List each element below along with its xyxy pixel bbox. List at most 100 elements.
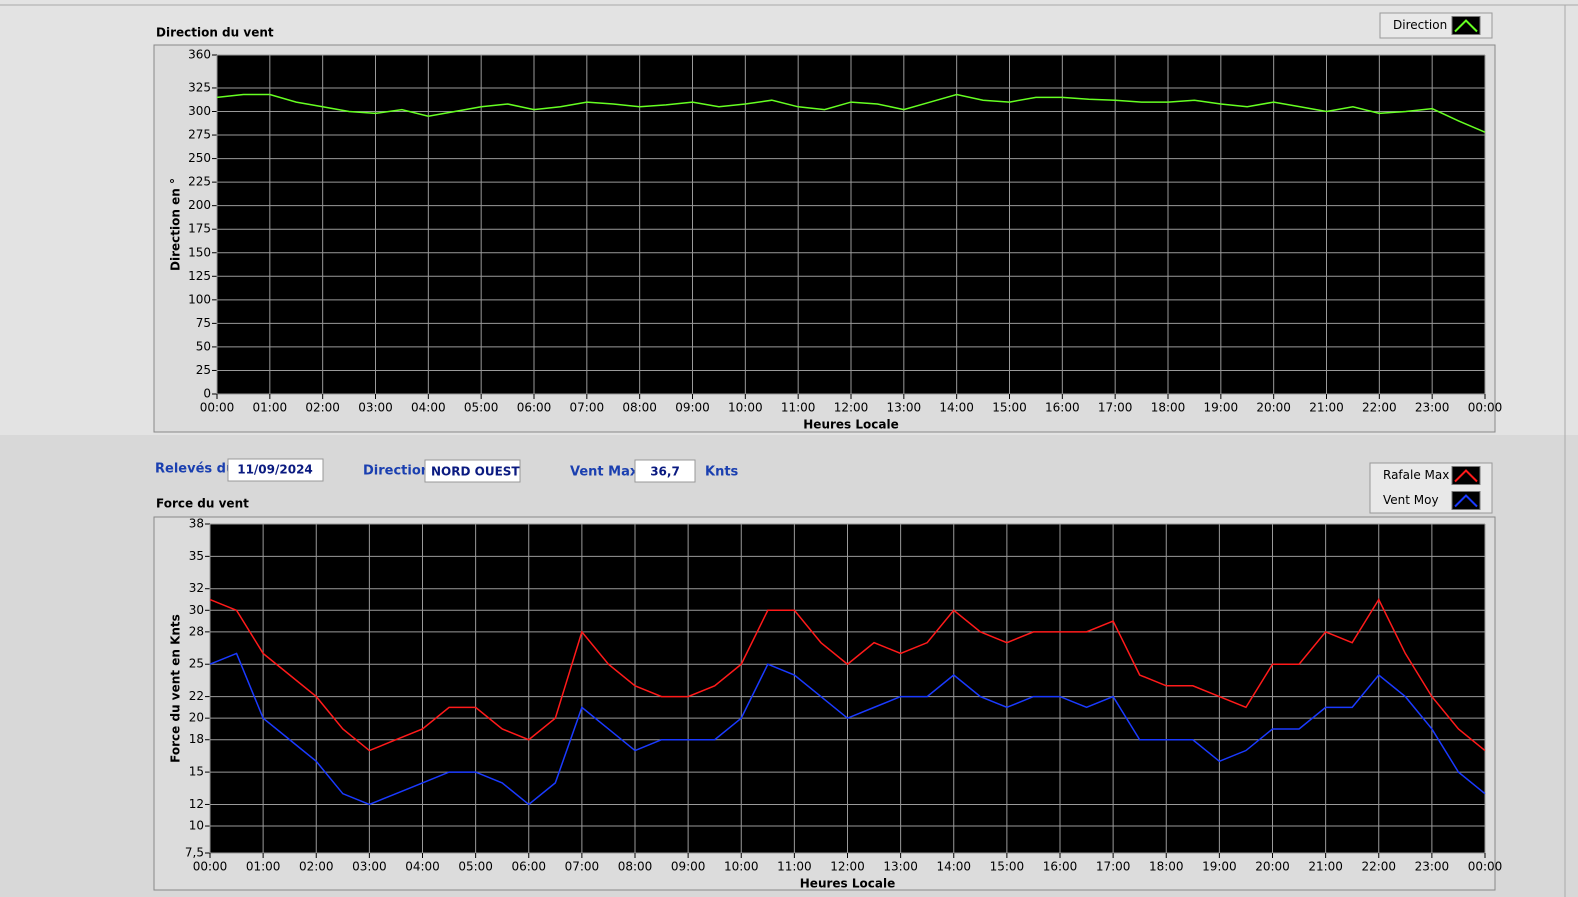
x-tick-label: 00:00	[193, 860, 228, 874]
x-tick-label: 10:00	[724, 860, 759, 874]
x-tick-label: 20:00	[1255, 860, 1290, 874]
x-tick-label: 21:00	[1308, 860, 1343, 874]
chart-title: Direction du vent	[156, 26, 274, 40]
y-tick-label: 100	[188, 292, 211, 306]
x-tick-label: 07:00	[565, 860, 600, 874]
x-tick-label: 01:00	[246, 860, 281, 874]
y-axis-label: Direction en °	[169, 178, 183, 271]
x-tick-label: 08:00	[618, 860, 653, 874]
x-tick-label: 04:00	[411, 401, 446, 415]
x-tick-label: 12:00	[834, 401, 869, 415]
x-tick-label: 06:00	[511, 860, 546, 874]
x-tick-label: 02:00	[299, 860, 334, 874]
x-tick-label: 14:00	[939, 401, 974, 415]
legend-line	[1454, 494, 1478, 508]
series-line	[209, 652, 1486, 806]
y-tick-label: 75	[196, 316, 211, 330]
x-tick-label: 17:00	[1098, 401, 1133, 415]
x-tick-label: 08:00	[622, 401, 657, 415]
x-tick-label: 03:00	[358, 401, 393, 415]
y-tick-label: 225	[188, 175, 211, 189]
field-value: 11/09/2024	[237, 463, 313, 477]
label: Knts	[705, 465, 739, 480]
x-tick-label: 15:00	[990, 860, 1025, 874]
y-tick-label: 38	[189, 517, 204, 531]
x-tick-label: 09:00	[675, 401, 710, 415]
x-tick-label: 01:00	[253, 401, 288, 415]
x-tick-label: 16:00	[1043, 860, 1078, 874]
x-tick-label: 09:00	[671, 860, 706, 874]
label: Direction	[363, 464, 430, 479]
x-tick-label: 18:00	[1151, 401, 1186, 415]
x-tick-label: 10:00	[728, 401, 763, 415]
y-tick-label: 30	[189, 603, 204, 617]
x-tick-label: 06:00	[517, 401, 552, 415]
x-tick-label: 02:00	[305, 401, 340, 415]
y-tick-label: 10	[189, 819, 204, 833]
x-tick-label: 07:00	[570, 401, 605, 415]
y-tick-label: 175	[188, 222, 211, 236]
x-tick-label: 20:00	[1256, 401, 1291, 415]
legend-swatch	[1451, 16, 1481, 35]
y-tick-label: 300	[188, 104, 211, 118]
x-tick-label: 16:00	[1045, 401, 1080, 415]
x-tick-label: 13:00	[883, 860, 918, 874]
y-tick-label: 275	[188, 128, 211, 142]
field[interactable]	[634, 459, 696, 483]
y-tick-label: 200	[188, 198, 211, 212]
x-tick-label: 05:00	[458, 860, 493, 874]
x-tick-label: 15:00	[992, 401, 1027, 415]
x-tick-label: 03:00	[352, 860, 387, 874]
field[interactable]	[424, 459, 521, 483]
field[interactable]	[227, 458, 324, 482]
x-tick-label: 13:00	[887, 401, 922, 415]
legend-line	[1454, 19, 1478, 33]
x-tick-label: 22:00	[1361, 860, 1396, 874]
x-tick-label: 12:00	[830, 860, 865, 874]
x-tick-label: 11:00	[777, 860, 812, 874]
series-line	[216, 93, 1486, 133]
y-tick-label: 18	[189, 732, 204, 746]
legend-swatch	[1451, 466, 1481, 485]
y-tick-label: 325	[188, 80, 211, 94]
y-tick-label: 32	[189, 581, 204, 595]
y-tick-label: 0	[203, 387, 211, 401]
y-tick-label: 28	[189, 624, 204, 638]
x-axis-label: Heures Locale	[800, 877, 895, 891]
x-tick-label: 22:00	[1362, 401, 1397, 415]
y-tick-label: 250	[188, 151, 211, 165]
x-tick-label: 14:00	[936, 860, 971, 874]
y-tick-label: 50	[196, 339, 211, 353]
series-line	[209, 597, 1486, 752]
field-value: 36,7	[650, 465, 680, 479]
y-tick-label: 25	[196, 363, 211, 377]
y-tick-label: 25	[189, 657, 204, 671]
x-tick-label: 00:00	[200, 401, 235, 415]
x-tick-label: 19:00	[1204, 401, 1239, 415]
y-tick-label: 150	[188, 245, 211, 259]
legend-label: Vent Moy	[1383, 493, 1439, 507]
x-tick-label: 21:00	[1309, 401, 1344, 415]
field-value: NORD OUEST	[431, 465, 520, 479]
y-tick-label: 35	[189, 549, 204, 563]
x-axis-label: Heures Locale	[803, 418, 898, 432]
label: Vent Max	[570, 465, 639, 480]
y-tick-label: 15	[189, 765, 204, 779]
y-tick-label: 360	[188, 48, 211, 62]
x-tick-label: 11:00	[781, 401, 816, 415]
y-tick-label: 22	[189, 689, 204, 703]
y-axis-label: Force du vent en Knts	[169, 614, 183, 763]
y-tick-label: 12	[189, 797, 204, 811]
x-tick-label: 17:00	[1096, 860, 1131, 874]
x-tick-label: 19:00	[1202, 860, 1237, 874]
x-tick-label: 00:00	[1468, 860, 1503, 874]
x-tick-label: 23:00	[1415, 860, 1450, 874]
x-tick-label: 23:00	[1415, 401, 1450, 415]
label: Relevés du	[155, 462, 235, 477]
x-tick-label: 04:00	[405, 860, 440, 874]
y-tick-label: 7,5	[185, 846, 204, 860]
legend-swatch	[1451, 491, 1481, 510]
x-tick-label: 18:00	[1149, 860, 1184, 874]
